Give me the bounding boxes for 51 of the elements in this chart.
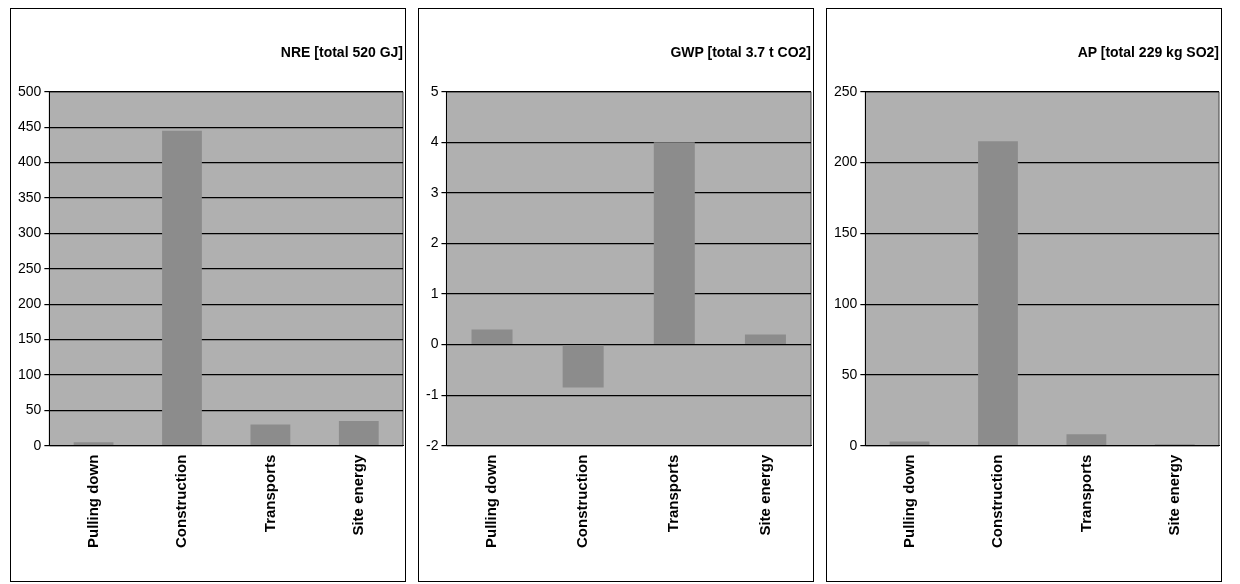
x-tick-label: Transports: [260, 454, 278, 533]
y-tick-label: 1: [430, 284, 439, 301]
y-tick-label: 400: [18, 153, 42, 170]
y-tick-label: 5: [430, 82, 439, 99]
y-tick-label: 250: [834, 82, 858, 99]
y-tick-label: 150: [18, 330, 42, 347]
y-tick-label: 4: [430, 133, 439, 150]
bar: [1066, 434, 1107, 446]
y-tick-label: -1: [426, 385, 439, 402]
x-tick-label: Construction: [172, 454, 190, 548]
bar: [562, 345, 604, 388]
bar: [889, 441, 930, 446]
y-tick-label: 300: [18, 224, 42, 241]
y-tick-label: 500: [18, 82, 42, 99]
bar: [162, 130, 202, 446]
bar: [978, 141, 1018, 446]
x-tick-label: Pulling down: [83, 454, 101, 548]
chart-title: GWP [total 3.7 t CO2]: [670, 44, 811, 61]
y-tick-label: 3: [430, 183, 439, 200]
y-tick-label: 200: [834, 153, 858, 170]
y-tick-label: 100: [834, 294, 858, 311]
y-tick-label: 450: [18, 118, 42, 135]
y-tick-label: 350: [18, 188, 42, 205]
y-tick-label: 200: [18, 294, 42, 311]
bar: [653, 142, 695, 344]
x-tick-label: Transports: [1076, 454, 1094, 533]
chart-title: AP [total 229 kg SO2]: [1077, 44, 1219, 61]
y-tick-label: 50: [841, 365, 858, 382]
bar: [250, 424, 291, 446]
y-tick-label: 150: [834, 224, 858, 241]
y-tick-label: 0: [849, 436, 858, 453]
bar: [471, 329, 513, 344]
bar: [744, 334, 786, 344]
y-tick-label: 100: [18, 365, 42, 382]
x-tick-label: Site energy: [348, 454, 366, 536]
y-tick-label: 0: [33, 436, 42, 453]
x-tick-label: Construction: [573, 454, 591, 548]
x-tick-label: Pulling down: [899, 454, 917, 548]
y-tick-label: 250: [18, 259, 42, 276]
chart-title: NRE [total 520 GJ]: [280, 44, 403, 61]
x-tick-label: Site energy: [1164, 454, 1182, 536]
x-tick-label: Pulling down: [482, 454, 500, 548]
y-tick-label: 0: [430, 335, 439, 352]
y-tick-label: 2: [430, 234, 439, 251]
x-tick-label: Construction: [988, 454, 1006, 548]
y-tick-label: -2: [426, 436, 439, 453]
x-tick-label: Transports: [664, 454, 682, 533]
y-tick-label: 50: [25, 401, 42, 418]
bar: [73, 442, 114, 446]
bar: [338, 420, 379, 446]
x-tick-label: Site energy: [755, 454, 773, 536]
